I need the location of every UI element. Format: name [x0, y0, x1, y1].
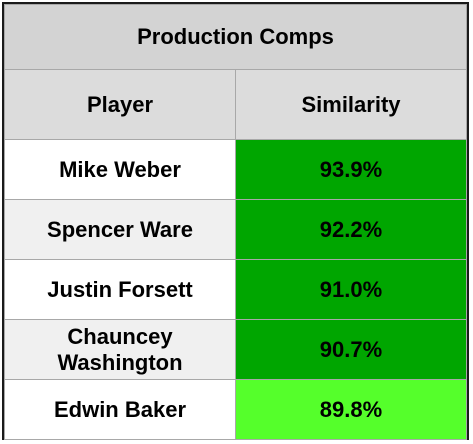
- player-name: Justin Forsett: [4, 259, 236, 320]
- column-header-player: Player: [4, 69, 236, 140]
- similarity-value: 89.8%: [235, 379, 467, 440]
- player-name: Edwin Baker: [4, 379, 236, 440]
- production-comps-table: Production Comps Player Similarity Mike …: [2, 2, 469, 440]
- player-name: Spencer Ware: [4, 199, 236, 260]
- table-row: Edwin Baker 89.8%: [4, 379, 467, 440]
- title-row: Production Comps: [4, 4, 467, 70]
- column-header-similarity: Similarity: [235, 69, 467, 140]
- table-row: Chauncey Washington 90.7%: [4, 319, 467, 380]
- similarity-value: 91.0%: [235, 259, 467, 320]
- similarity-value: 93.9%: [235, 139, 467, 200]
- comps-table: Production Comps Player Similarity Mike …: [4, 4, 467, 440]
- similarity-value: 90.7%: [235, 319, 467, 380]
- player-name: Chauncey Washington: [4, 319, 236, 380]
- table-row: Spencer Ware 92.2%: [4, 199, 467, 260]
- header-row: Player Similarity: [4, 69, 467, 140]
- table-title: Production Comps: [4, 4, 467, 70]
- similarity-value: 92.2%: [235, 199, 467, 260]
- table-row: Mike Weber 93.9%: [4, 139, 467, 200]
- player-name: Mike Weber: [4, 139, 236, 200]
- table-row: Justin Forsett 91.0%: [4, 259, 467, 320]
